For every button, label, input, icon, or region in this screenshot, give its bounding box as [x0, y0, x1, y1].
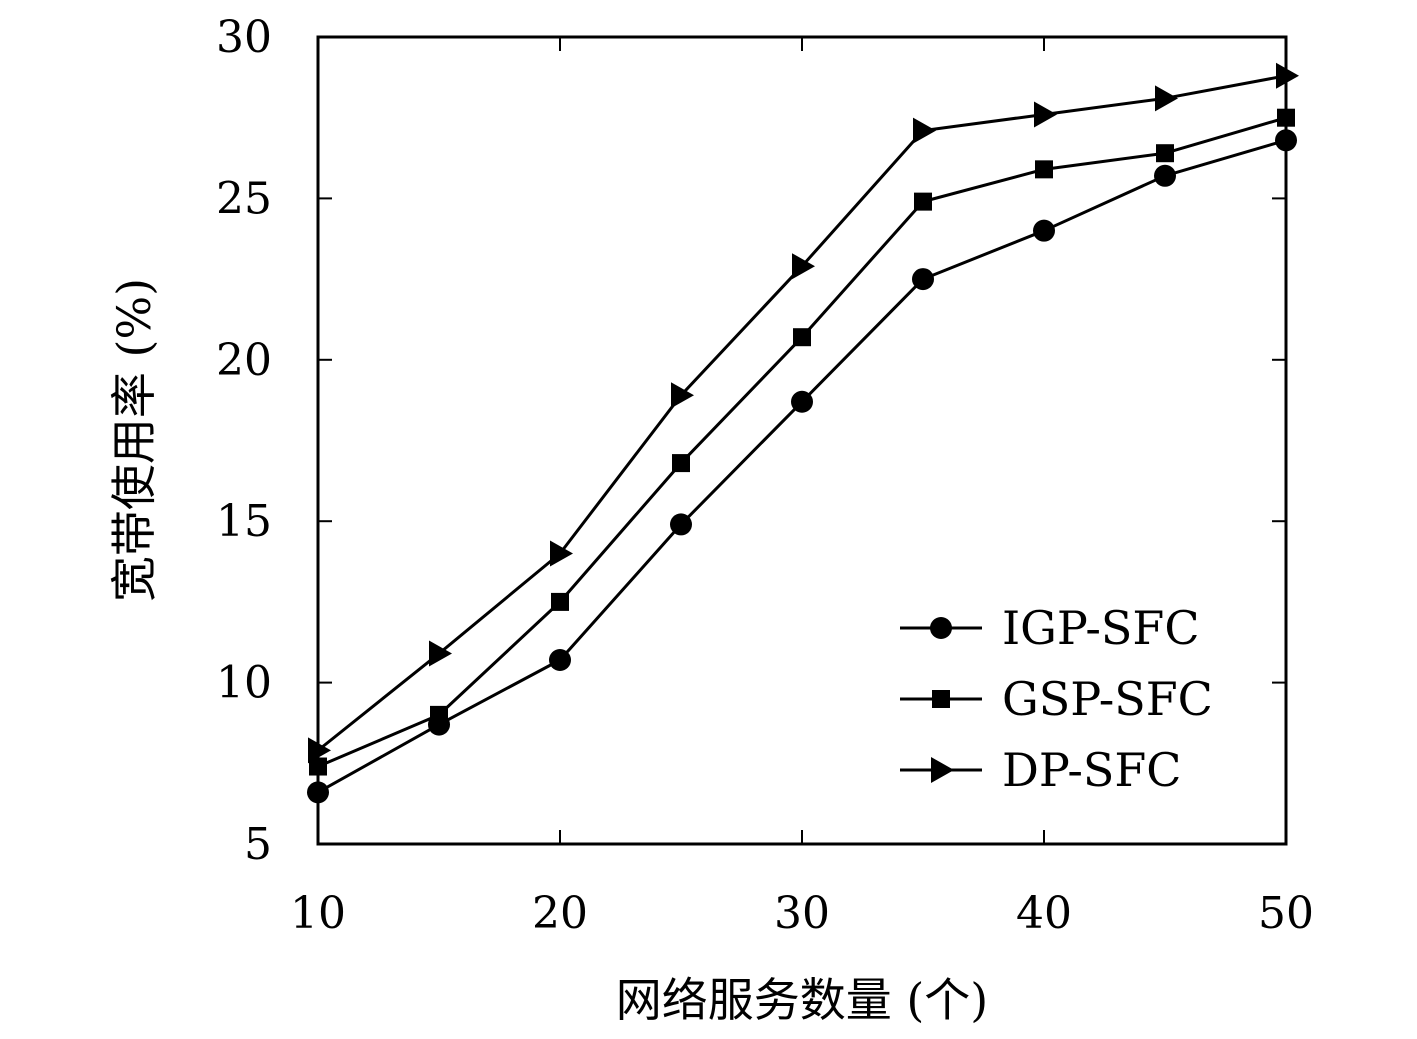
y-tick-label: 5	[244, 819, 272, 870]
data-point-dp-sfc	[1276, 62, 1299, 89]
data-point-gsp-sfc	[672, 454, 690, 473]
y-tick-label: 30	[216, 12, 272, 63]
data-point-igp-sfc	[791, 390, 813, 413]
data-point-gsp-sfc	[914, 192, 932, 211]
legend-item-gsp-sfc: GSP-SFC	[900, 672, 1213, 726]
series-igp-sfc	[307, 129, 1297, 804]
y-tick-label: 10	[216, 658, 272, 709]
y-axis-title: 宽带使用率 (%)	[107, 278, 161, 602]
x-tick-label: 50	[1258, 888, 1314, 939]
x-tick-label: 10	[290, 888, 346, 939]
legend-marker-circle	[930, 617, 952, 639]
series-dp-sfc	[308, 62, 1299, 764]
data-point-gsp-sfc	[1035, 160, 1053, 179]
data-point-gsp-sfc	[551, 592, 569, 611]
data-point-dp-sfc	[671, 382, 694, 409]
y-axis-ticks: 5 10 15 20 25 30	[216, 12, 1286, 870]
y-tick-label: 15	[216, 496, 272, 547]
data-point-igp-sfc	[912, 268, 934, 291]
x-tick-label: 40	[1016, 888, 1072, 939]
legend: IGP-SFC GSP-SFC DP-SFC	[900, 601, 1213, 797]
data-point-gsp-sfc	[1156, 144, 1174, 163]
data-point-dp-sfc	[550, 540, 573, 567]
data-point-igp-sfc	[1033, 219, 1055, 242]
data-point-gsp-sfc	[430, 705, 448, 724]
data-point-gsp-sfc	[309, 757, 327, 776]
data-point-igp-sfc	[307, 781, 329, 804]
y-tick-label: 20	[216, 335, 272, 386]
data-point-gsp-sfc	[1277, 108, 1295, 127]
legend-label: GSP-SFC	[1002, 672, 1213, 726]
x-axis-ticks: 10 20 30 40 50	[290, 37, 1314, 939]
data-point-igp-sfc	[670, 513, 692, 536]
data-point-dp-sfc	[429, 640, 452, 667]
data-point-igp-sfc	[1275, 129, 1297, 152]
data-point-dp-sfc	[308, 737, 331, 764]
legend-marker-triangle-right	[931, 757, 954, 783]
legend-label: DP-SFC	[1002, 743, 1182, 797]
legend-marker-square	[932, 690, 950, 708]
data-point-dp-sfc	[1155, 85, 1178, 112]
data-point-dp-sfc	[1034, 101, 1057, 128]
series-line-gsp-sfc	[317, 116, 1287, 768]
data-point-dp-sfc	[792, 253, 815, 280]
legend-item-dp-sfc: DP-SFC	[900, 743, 1182, 797]
legend-label: IGP-SFC	[1002, 601, 1200, 655]
data-point-igp-sfc	[1154, 164, 1176, 187]
legend-item-igp-sfc: IGP-SFC	[900, 601, 1200, 655]
y-tick-label: 25	[216, 173, 272, 224]
x-axis-title: 网络服务数量 (个)	[616, 973, 989, 1027]
series-gsp-sfc	[309, 108, 1295, 776]
data-point-igp-sfc	[549, 649, 571, 672]
series-layer	[307, 62, 1299, 804]
data-point-gsp-sfc	[793, 328, 811, 347]
x-tick-label: 20	[532, 888, 588, 939]
data-point-dp-sfc	[913, 117, 936, 144]
x-tick-label: 30	[774, 888, 830, 939]
